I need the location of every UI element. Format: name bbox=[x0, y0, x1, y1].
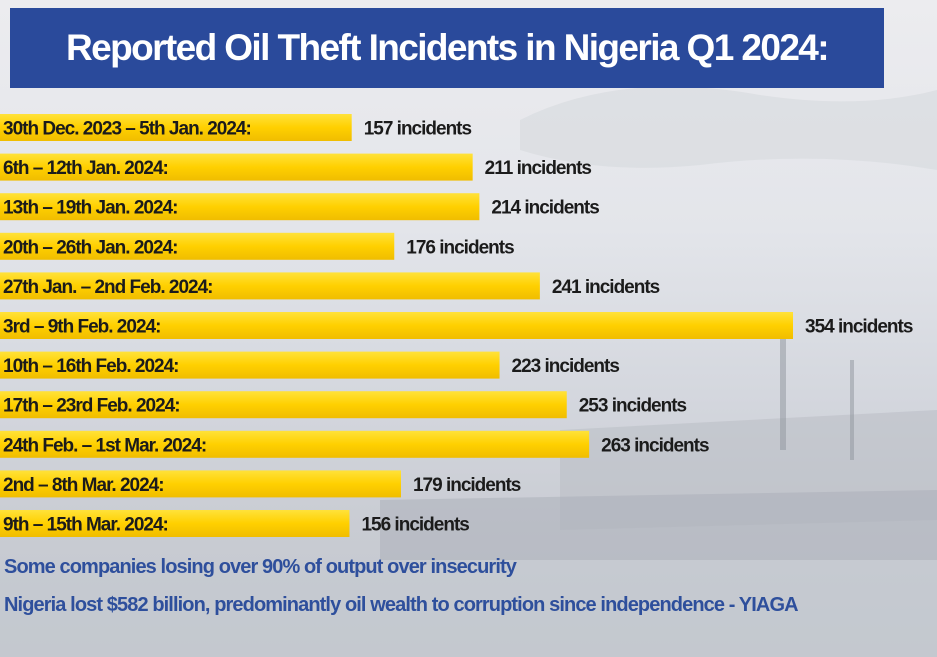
bar-4 bbox=[0, 232, 395, 260]
bar-6 bbox=[0, 312, 793, 339]
bar-category-label: 24th Feb. – 1st Mar. 2024: bbox=[3, 435, 206, 456]
bar-category-label: 30th Dec. 2023 – 5th Jan. 2024: bbox=[3, 119, 251, 140]
bar-2 bbox=[0, 153, 473, 181]
bar-category-label: 2nd – 8th Mar. 2024: bbox=[3, 475, 164, 496]
bar-value-label: 253 incidents bbox=[579, 396, 687, 417]
bar-value-label: 214 incidents bbox=[491, 198, 599, 219]
bar-3 bbox=[0, 193, 480, 221]
bar-10 bbox=[0, 470, 401, 498]
bar-7 bbox=[0, 351, 500, 379]
bar-category-label: 13th – 19th Jan. 2024: bbox=[3, 198, 177, 219]
bar-9 bbox=[0, 430, 590, 458]
bar-value-label: 223 incidents bbox=[512, 356, 620, 377]
chart-title: Reported Oil Theft Incidents in Nigeria … bbox=[65, 27, 830, 68]
bar-category-label: 20th – 26th Jan. 2024: bbox=[3, 237, 177, 258]
footnote-output-loss: Some companies losing over 90% of output… bbox=[4, 556, 517, 578]
bar-category-label: 10th – 16th Feb. 2024: bbox=[3, 356, 178, 377]
bar-category-label: 3rd – 9th Feb. 2024: bbox=[3, 317, 160, 338]
bar-8 bbox=[0, 391, 567, 419]
bar-value-label: 241 incidents bbox=[552, 277, 660, 298]
bar-5 bbox=[0, 272, 540, 300]
bar-value-label: 263 incidents bbox=[601, 435, 709, 456]
bar-chart: 30th Dec. 2023 – 5th Jan. 2024: 157 incid… bbox=[0, 114, 914, 537]
bar-value-label: 156 incidents bbox=[361, 515, 469, 536]
bar-value-label: 211 incidents bbox=[485, 158, 592, 179]
bar-category-label: 17th – 23rd Feb. 2024: bbox=[3, 396, 180, 417]
title-banner: Reported Oil Theft Incidents in Nigeria … bbox=[10, 8, 884, 88]
bar-value-label: 157 incidents bbox=[364, 119, 472, 140]
bar-value-label: 354 incidents bbox=[805, 317, 913, 338]
bar-11 bbox=[0, 510, 350, 537]
bar-value-label: 179 incidents bbox=[413, 475, 521, 496]
footnote-corruption-loss: Nigeria lost $582 billion, predominantly… bbox=[4, 594, 799, 616]
bar-category-label: 27th Jan. – 2nd Feb. 2024: bbox=[3, 277, 212, 298]
bar-value-label: 176 incidents bbox=[406, 237, 514, 258]
bar-1 bbox=[0, 114, 352, 141]
bar-category-label: 9th – 15th Mar. 2024: bbox=[3, 515, 168, 536]
bar-category-label: 6th – 12th Jan. 2024: bbox=[3, 158, 168, 179]
